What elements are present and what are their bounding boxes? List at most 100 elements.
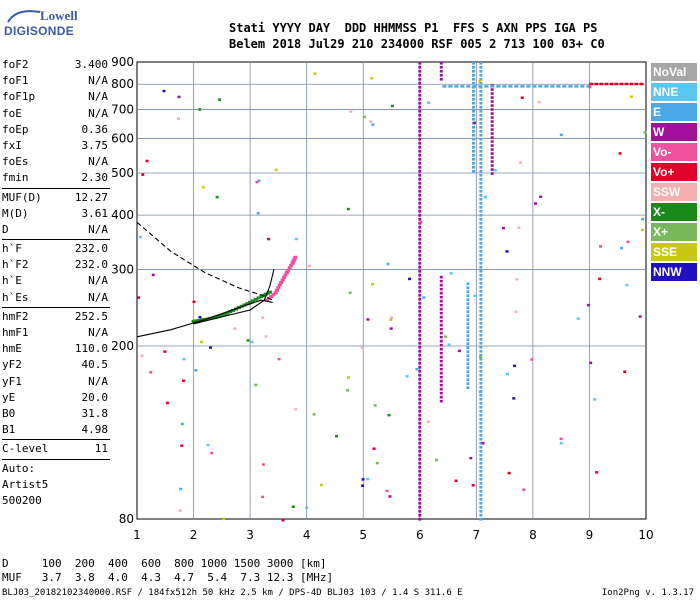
noise-point	[141, 173, 145, 176]
echo-column-point	[479, 462, 483, 465]
y-tick-label: 600	[111, 132, 134, 146]
echo-band-point	[472, 85, 477, 88]
echo-column-point	[479, 210, 483, 213]
echo-column-point	[418, 354, 422, 357]
echo-column-point	[418, 394, 422, 397]
echo-column-point	[418, 86, 422, 89]
noise-point	[257, 179, 261, 182]
echo-column-point	[418, 194, 422, 197]
noise-point	[261, 495, 265, 499]
noise-point	[151, 273, 155, 277]
echo-column-point	[472, 138, 476, 141]
x-mode-trace-point	[259, 294, 264, 298]
noise-point	[145, 159, 149, 163]
echo-column-point	[418, 386, 422, 389]
noise-point	[140, 354, 144, 358]
echo-column-point	[479, 234, 483, 237]
header-labels: Stati YYYY DAY DDD HHMMSS P1 FFS S AXN P…	[229, 21, 598, 35]
noise-point	[182, 357, 186, 361]
param-key: D	[2, 222, 9, 236]
param-value: N/A	[88, 90, 108, 104]
echo-band-point	[520, 85, 525, 88]
echo-column-point	[439, 303, 443, 307]
echo-column-point	[490, 124, 494, 127]
noise-point	[469, 456, 473, 460]
echo-column-point	[479, 418, 483, 421]
noise-point	[471, 484, 475, 487]
echo-column-point	[466, 386, 470, 390]
param-value: 252.5	[74, 309, 108, 323]
x-mode-trace-point	[253, 297, 258, 301]
echo-column-point	[479, 394, 483, 397]
noise-point	[519, 161, 523, 164]
echo-column-point	[479, 434, 483, 437]
echo-column-point	[439, 351, 443, 355]
echo-column-point	[490, 160, 494, 163]
echo-column-point	[479, 358, 483, 361]
logo-text-lowell: Lowell	[40, 8, 78, 23]
echo-column-point	[479, 298, 483, 301]
echo-band-point	[586, 85, 591, 88]
noise-point	[505, 250, 509, 253]
parameter-table: foF2 3.400 foF1 N/A foF1p N/A foE N/A foEp 0.36 fx…	[2, 57, 112, 509]
echo-column-point	[479, 334, 483, 337]
noise-point	[181, 379, 185, 382]
param-value: 11	[94, 442, 108, 456]
noise-point	[256, 211, 260, 215]
noise-point	[434, 458, 438, 462]
noise-point	[626, 240, 630, 244]
param-row: yF1 N/A	[2, 374, 112, 390]
noise-point	[319, 483, 323, 487]
echo-column-point	[439, 307, 443, 311]
echo-column-point	[466, 334, 470, 338]
echo-column-point	[439, 331, 443, 335]
echo-column-point	[479, 122, 483, 125]
noise-point	[479, 355, 483, 359]
param-row: h`F2 232.0	[2, 257, 112, 273]
echo-column-point	[479, 158, 483, 161]
echo-band-point	[614, 82, 619, 86]
echo-column-point	[472, 146, 476, 149]
y-tick-label: 400	[111, 208, 134, 222]
param-row: foF1 N/A	[2, 73, 112, 89]
param-key: hmF2	[2, 309, 29, 323]
echo-column-point	[418, 406, 422, 409]
noise-point	[454, 479, 458, 483]
noise-point	[346, 389, 350, 392]
echo-column-point	[479, 134, 483, 137]
echo-column-point	[479, 310, 483, 313]
noise-point	[390, 104, 394, 108]
x-mode-trace-point	[228, 310, 233, 314]
echo-column-point	[418, 438, 422, 441]
param-key: MUF(D)	[2, 190, 42, 204]
noise-point	[522, 488, 526, 492]
echo-column-point	[479, 282, 483, 285]
echo-column-point	[466, 338, 470, 342]
param-row: B0 31.8	[2, 406, 112, 422]
noise-point	[312, 413, 316, 416]
echo-column-point	[479, 458, 483, 461]
noise-point	[162, 89, 166, 93]
echo-column-point	[479, 518, 483, 521]
echo-column-point	[490, 88, 494, 91]
param-row: h`E N/A	[2, 273, 112, 289]
echo-column-point	[418, 506, 422, 509]
echo-column-point	[490, 164, 494, 167]
echo-column-point	[466, 346, 470, 350]
y-tick-label: 200	[111, 339, 134, 353]
o-mode-trace-point	[277, 283, 282, 287]
param-value: N/A	[88, 290, 108, 304]
echo-column-point	[418, 230, 422, 233]
param-row: h`Es N/A	[2, 290, 112, 306]
echo-column-point	[439, 287, 443, 291]
echo-column-point	[418, 310, 422, 313]
echo-column-point	[418, 186, 422, 189]
echo-column-point	[479, 242, 483, 245]
echo-column-point	[439, 299, 443, 303]
noise-point	[176, 117, 180, 120]
param-value: N/A	[88, 106, 108, 120]
legend-item: Vo+	[651, 163, 697, 181]
echo-band-point	[594, 82, 599, 86]
echo-column-point	[418, 238, 422, 241]
echo-column-point	[466, 298, 470, 302]
